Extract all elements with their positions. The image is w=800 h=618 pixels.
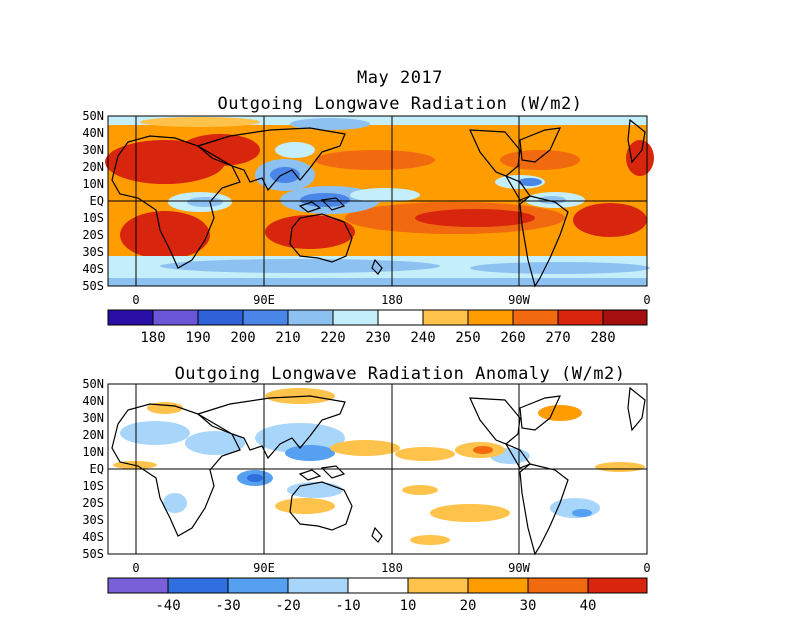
olr-colorbar-label: 240 bbox=[410, 330, 435, 346]
olr-colorbar-label: 220 bbox=[320, 330, 345, 346]
olr-colorbar-swatch bbox=[377, 309, 424, 326]
olr-colorbar-swatch bbox=[557, 309, 604, 326]
anomaly-colorbar-label: 10 bbox=[400, 598, 417, 614]
olr-colorbar-swatch bbox=[152, 309, 199, 326]
olr-lat-label: 50N bbox=[82, 110, 104, 123]
anomaly-lat-label: 10S bbox=[82, 479, 104, 493]
anomaly-lat-label: 40N bbox=[82, 394, 104, 408]
anomaly-lat-label: 10N bbox=[82, 445, 104, 459]
olr-lat-label: 10S bbox=[82, 211, 104, 225]
anomaly-colorbar-label: 20 bbox=[460, 598, 477, 614]
anomaly-map: 50N 40N 30N 20N 10N EQ 10S 20S 30S 40S 5… bbox=[82, 378, 650, 614]
anomaly-longitude-labels: 0 90E 180 90W 0 bbox=[132, 561, 650, 575]
figure-title: May 2017 bbox=[357, 68, 443, 88]
anomaly-lat-label: 20S bbox=[82, 496, 104, 510]
anomaly-lon-label: 90E bbox=[253, 561, 275, 575]
olr-grid bbox=[107, 115, 648, 287]
olr-colorbar-swatch bbox=[332, 309, 379, 326]
olr-lat-label: 40N bbox=[82, 126, 104, 140]
olr-colorbar-label: 180 bbox=[140, 330, 165, 346]
olr-colorbar-labels: 180 190 200 210 220 230 240 250 260 270 … bbox=[140, 330, 615, 346]
anomaly-lat-label: 30N bbox=[82, 411, 104, 425]
olr-lat-label: 20N bbox=[82, 160, 104, 174]
olr-lon-label: 0 bbox=[132, 293, 139, 307]
olr-lat-label: EQ bbox=[90, 194, 104, 208]
olr-lon-label: 90W bbox=[508, 293, 530, 307]
anomaly-lon-label: 90W bbox=[508, 561, 530, 575]
anomaly-colorbar bbox=[107, 577, 648, 594]
anomaly-colorbar-swatch bbox=[107, 577, 169, 594]
anomaly-colorbar-label: 30 bbox=[520, 598, 537, 614]
olr-field bbox=[105, 116, 654, 286]
anomaly-colorbar-swatch bbox=[527, 577, 589, 594]
olr-lon-label: 180 bbox=[381, 293, 403, 307]
olr-colorbar-swatch bbox=[512, 309, 559, 326]
olr-lat-label: 50S bbox=[82, 279, 104, 293]
olr-colorbar-swatch bbox=[602, 309, 648, 326]
anomaly-colorbar-label: -40 bbox=[155, 598, 180, 614]
anomaly-latitude-labels: 50N 40N 30N 20N 10N EQ 10S 20S 30S 40S 5… bbox=[82, 378, 104, 561]
olr-map-title: Outgoing Longwave Radiation (W/m2) bbox=[217, 94, 583, 114]
olr-colorbar bbox=[107, 309, 648, 326]
olr-colorbar-label: 250 bbox=[455, 330, 480, 346]
anomaly-colorbar-label: -30 bbox=[215, 598, 240, 614]
olr-colorbar-label: 260 bbox=[500, 330, 525, 346]
anomaly-map-title: Outgoing Longwave Radiation Anomaly (W/m… bbox=[174, 364, 626, 384]
anomaly-lon-label: 180 bbox=[381, 561, 403, 575]
olr-lon-label: 90E bbox=[253, 293, 275, 307]
anomaly-lat-label: 40S bbox=[82, 530, 104, 544]
anomaly-colorbar-swatch bbox=[287, 577, 349, 594]
anomaly-lon-label: 0 bbox=[132, 561, 139, 575]
olr-colorbar-swatch bbox=[107, 309, 154, 326]
anomaly-colorbar-label: 40 bbox=[580, 598, 597, 614]
olr-lat-label: 10N bbox=[82, 177, 104, 191]
olr-colorbar-swatch bbox=[287, 309, 334, 326]
olr-colorbar-label: 230 bbox=[365, 330, 390, 346]
anomaly-colorbar-swatch bbox=[467, 577, 529, 594]
anomaly-coastlines bbox=[111, 386, 646, 556]
olr-longitude-labels: 0 90E 180 90W 0 bbox=[132, 293, 650, 307]
olr-colorbar-swatch bbox=[242, 309, 289, 326]
olr-colorbar-swatch bbox=[467, 309, 514, 326]
anomaly-lat-label: 50S bbox=[82, 547, 104, 561]
olr-colorbar-swatch bbox=[422, 309, 469, 326]
anomaly-colorbar-swatch bbox=[167, 577, 229, 594]
anomaly-grid bbox=[107, 383, 648, 555]
olr-lat-label: 20S bbox=[82, 228, 104, 242]
olr-colorbar-label: 280 bbox=[590, 330, 615, 346]
olr-lat-label: 30S bbox=[82, 245, 104, 259]
olr-colorbar-swatch bbox=[197, 309, 244, 326]
olr-coastlines bbox=[111, 118, 646, 288]
olr-colorbar-label: 190 bbox=[185, 330, 210, 346]
olr-lat-label: 40S bbox=[82, 262, 104, 276]
olr-latitude-labels: 50N 40N 30N 20N 10N EQ 10S 20S 30S 40S 5… bbox=[82, 110, 104, 293]
anomaly-lat-label: EQ bbox=[90, 462, 104, 476]
anomaly-colorbar-swatch bbox=[227, 577, 289, 594]
olr-colorbar-label: 200 bbox=[230, 330, 255, 346]
anomaly-colorbar-label: -20 bbox=[275, 598, 300, 614]
olr-colorbar-label: 210 bbox=[275, 330, 300, 346]
anomaly-lat-label: 30S bbox=[82, 513, 104, 527]
anomaly-colorbar-swatch bbox=[407, 577, 469, 594]
anomaly-colorbar-swatch bbox=[587, 577, 648, 594]
olr-lon-label: 0 bbox=[643, 293, 650, 307]
anomaly-colorbar-label: -10 bbox=[335, 598, 360, 614]
olr-map: 50N 40N 30N 20N 10N EQ 10S 20S 30S 40S 5… bbox=[82, 110, 654, 346]
anomaly-colorbar-swatch bbox=[347, 577, 409, 594]
anomaly-lat-label: 20N bbox=[82, 428, 104, 442]
anomaly-lon-label: 0 bbox=[643, 561, 650, 575]
olr-lat-label: 30N bbox=[82, 143, 104, 157]
anomaly-colorbar-labels: -40 -30 -20 -10 10 20 30 40 bbox=[155, 598, 596, 614]
anomaly-lat-label: 50N bbox=[82, 378, 104, 391]
olr-colorbar-label: 270 bbox=[545, 330, 570, 346]
